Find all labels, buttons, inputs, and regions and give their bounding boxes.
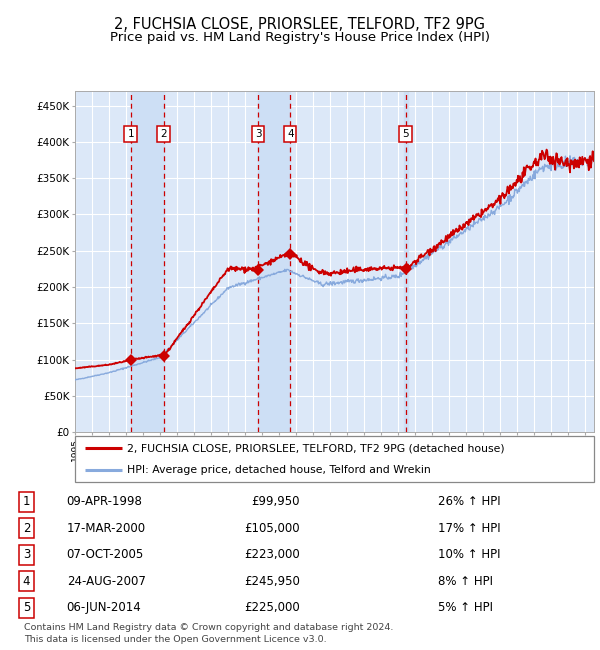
- Text: £105,000: £105,000: [244, 522, 300, 535]
- Text: 2: 2: [23, 522, 30, 535]
- Text: £245,950: £245,950: [244, 575, 300, 588]
- FancyBboxPatch shape: [75, 436, 594, 482]
- Text: 07-OCT-2005: 07-OCT-2005: [67, 549, 144, 562]
- Text: 8% ↑ HPI: 8% ↑ HPI: [438, 575, 493, 588]
- Text: 5: 5: [403, 129, 409, 138]
- Text: £99,950: £99,950: [251, 495, 300, 508]
- Text: Contains HM Land Registry data © Crown copyright and database right 2024.
This d: Contains HM Land Registry data © Crown c…: [24, 623, 394, 644]
- Text: 17% ↑ HPI: 17% ↑ HPI: [438, 522, 501, 535]
- Text: 3: 3: [23, 549, 30, 562]
- Text: 2, FUCHSIA CLOSE, PRIORSLEE, TELFORD, TF2 9PG: 2, FUCHSIA CLOSE, PRIORSLEE, TELFORD, TF…: [115, 17, 485, 32]
- Text: 26% ↑ HPI: 26% ↑ HPI: [438, 495, 501, 508]
- Bar: [404, 91, 407, 432]
- Text: 24-AUG-2007: 24-AUG-2007: [67, 575, 146, 588]
- Text: 09-APR-1998: 09-APR-1998: [67, 495, 143, 508]
- Text: 10% ↑ HPI: 10% ↑ HPI: [438, 549, 501, 562]
- Text: 3: 3: [255, 129, 262, 138]
- Text: 2, FUCHSIA CLOSE, PRIORSLEE, TELFORD, TF2 9PG (detached house): 2, FUCHSIA CLOSE, PRIORSLEE, TELFORD, TF…: [127, 443, 505, 453]
- Bar: [258, 91, 290, 432]
- Text: £223,000: £223,000: [244, 549, 300, 562]
- Text: 5% ↑ HPI: 5% ↑ HPI: [438, 601, 493, 614]
- Text: 1: 1: [127, 129, 134, 138]
- Text: 2: 2: [160, 129, 167, 138]
- Text: 06-JUN-2014: 06-JUN-2014: [67, 601, 142, 614]
- Text: 4: 4: [287, 129, 293, 138]
- Text: 17-MAR-2000: 17-MAR-2000: [67, 522, 146, 535]
- Bar: [131, 91, 164, 432]
- Text: 1: 1: [23, 495, 30, 508]
- Text: 4: 4: [23, 575, 30, 588]
- Text: HPI: Average price, detached house, Telford and Wrekin: HPI: Average price, detached house, Telf…: [127, 465, 431, 474]
- Text: £225,000: £225,000: [244, 601, 300, 614]
- Text: Price paid vs. HM Land Registry's House Price Index (HPI): Price paid vs. HM Land Registry's House …: [110, 31, 490, 44]
- Text: 5: 5: [23, 601, 30, 614]
